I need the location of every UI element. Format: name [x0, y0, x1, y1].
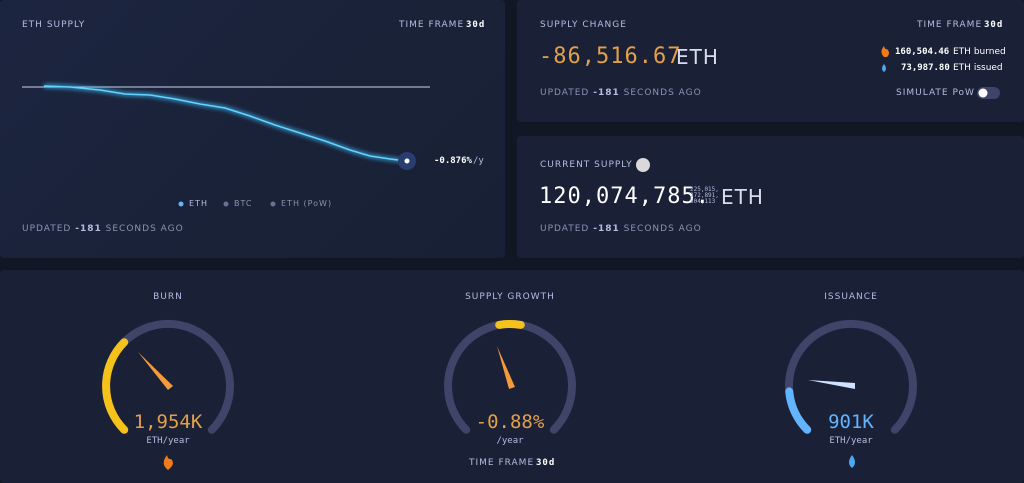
amount: -86,516.67: [539, 44, 682, 69]
legend-dot: [270, 201, 276, 207]
drop-icon: [882, 64, 886, 72]
drop-icon: [849, 455, 855, 468]
updated: UPDATED: [540, 88, 590, 98]
nerd-icon: [636, 158, 650, 172]
gauge-fill: [102, 338, 129, 434]
supply-line-glow: [43, 84, 408, 163]
updated: SECONDS AGO: [623, 88, 702, 98]
decimals: 225,015,: [690, 186, 719, 193]
time-frame[interactable]: 30d: [536, 458, 556, 468]
label: ETH burned: [953, 47, 1006, 57]
needle: [138, 352, 173, 390]
unit: ETH: [676, 45, 719, 69]
current-supply-panel: [517, 136, 1024, 258]
updated-seconds: -181: [593, 88, 620, 98]
legend-dot: [223, 201, 229, 207]
legend-item[interactable]: BTC: [234, 199, 253, 208]
updated: UPDATED: [22, 224, 72, 234]
needle: [497, 346, 515, 389]
toggle-knob: [978, 88, 988, 98]
gauge-title: SUPPLY GROWTH: [465, 292, 555, 302]
gauge-value: 901K: [828, 411, 874, 433]
time-frame[interactable]: 30d: [466, 20, 486, 30]
amount: 120,074,785.: [539, 184, 710, 209]
legend-item[interactable]: ETH (PoW): [281, 199, 333, 208]
supply-line: [43, 85, 408, 162]
supply-change-panel: [517, 0, 1024, 122]
decimals: 504,113: [690, 198, 716, 205]
gauge-title: BURN: [153, 292, 183, 302]
gauge-value: -0.88%: [475, 411, 545, 433]
gauge-title: ISSUANCE: [824, 292, 878, 302]
label: ETH issued: [953, 63, 1003, 73]
toggle-label: SIMULATE PoW: [896, 88, 975, 98]
issued: 73,987.80: [901, 63, 950, 73]
gauge-value: 1,954K: [133, 411, 203, 433]
updated: UPDATED: [540, 224, 590, 234]
unit: ETH: [721, 185, 764, 209]
updated: SECONDS AGO: [105, 224, 184, 234]
label: TIME FRAME: [399, 20, 465, 30]
burned: 160,504.46: [895, 47, 950, 57]
label: TIME FRAME: [469, 458, 535, 468]
legend-item[interactable]: ETH: [189, 199, 208, 208]
time-frame[interactable]: 30d: [984, 20, 1004, 30]
updated: SECONDS AGO: [623, 224, 702, 234]
updated-seconds: -181: [593, 224, 620, 234]
gauges-panel: [0, 270, 1024, 483]
end-point: [404, 158, 410, 164]
rate-unit: /y: [473, 156, 484, 166]
label: TIME FRAME: [917, 20, 983, 30]
decimals: 272,891,: [690, 192, 719, 199]
eth-supply-panel: [0, 0, 505, 258]
title: CURRENT SUPPLY: [540, 160, 633, 170]
gauge-unit: ETH/year: [829, 436, 873, 446]
gauge-fill: [495, 319, 525, 329]
gauge-unit: /year: [496, 436, 524, 446]
gauge-fill: [785, 387, 812, 434]
needle: [808, 380, 855, 389]
fire-icon: [881, 46, 889, 57]
updated-seconds: -181: [75, 224, 102, 234]
title: SUPPLY CHANGE: [540, 20, 627, 30]
fire-icon: [163, 455, 173, 470]
gauge-unit: ETH/year: [146, 436, 190, 446]
legend-dot: [178, 201, 184, 207]
rate: -0.876%: [434, 156, 472, 166]
title: ETH SUPPLY: [22, 20, 86, 30]
